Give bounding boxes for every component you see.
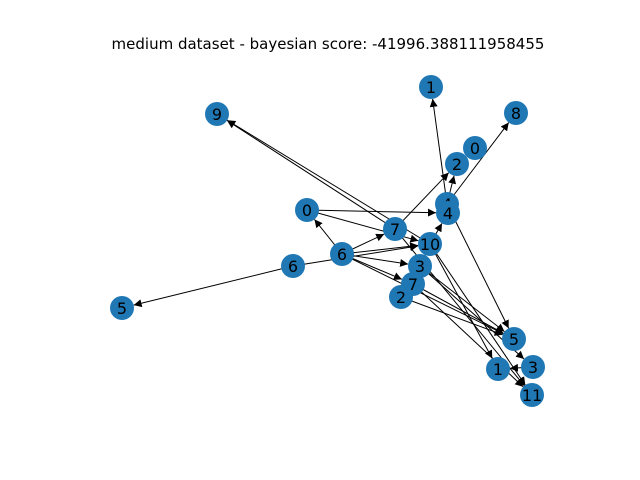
- edge-n7b-n5b: [412, 283, 504, 334]
- node-circle: [504, 101, 528, 125]
- node-n4b: 4: [436, 201, 460, 225]
- node-label: 0: [302, 201, 312, 220]
- node-label: 5: [509, 330, 519, 349]
- node-n10: 10: [418, 232, 442, 256]
- edge-n10-n1b: [429, 243, 493, 359]
- node-label: 6: [337, 245, 347, 264]
- node-circle: [502, 327, 526, 351]
- node-circle: [486, 357, 510, 381]
- edge-n6b-n10: [292, 243, 419, 267]
- node-circle: [408, 254, 432, 278]
- node-label: 11: [522, 386, 542, 405]
- node-n6a: 6: [330, 242, 354, 266]
- node-circle: [281, 254, 305, 278]
- node-label: 1: [493, 360, 503, 379]
- node-circle: [418, 232, 442, 256]
- node-circle: [436, 201, 460, 225]
- node-n1b: 1: [486, 357, 510, 381]
- node-label: 2: [452, 155, 462, 174]
- edge-n7a-n2a: [394, 172, 450, 230]
- node-circle: [445, 152, 469, 176]
- node-n2b: 2: [389, 285, 413, 309]
- node-circle: [389, 285, 413, 309]
- node-label: 10: [420, 235, 440, 254]
- edges-layer: [133, 98, 534, 388]
- node-circle: [110, 296, 134, 320]
- edge-n4a-n5b: [446, 203, 510, 329]
- node-n3a: 3: [408, 254, 432, 278]
- nodes-layer: 1890204471066372553111: [110, 75, 545, 407]
- edge-n4a-n1a: [429, 98, 448, 205]
- edge-n10-n11: [429, 243, 526, 386]
- node-label: 6: [288, 257, 298, 276]
- node-label: 2: [396, 288, 406, 307]
- node-label: 4: [443, 204, 453, 223]
- edge-n6a-n5b: [341, 253, 504, 335]
- node-n1a: 1: [419, 75, 443, 99]
- node-label: 1: [426, 78, 436, 97]
- node-n5a: 5: [110, 296, 134, 320]
- node-label: 8: [511, 104, 521, 123]
- edge-n0b-n4b: [306, 208, 437, 217]
- edge-n4a-n8: [446, 122, 510, 205]
- node-n5b: 5: [502, 327, 526, 351]
- node-n11: 11: [520, 383, 544, 407]
- node-circle: [383, 217, 407, 241]
- node-circle: [521, 355, 545, 379]
- edge-n6a-n10: [341, 242, 419, 255]
- node-circle: [330, 242, 354, 266]
- edge-n6b-n5a: [133, 265, 294, 308]
- node-label: 0: [470, 139, 480, 158]
- node-circle: [520, 383, 544, 407]
- node-label: 7: [390, 220, 400, 239]
- node-label: 7: [408, 275, 418, 294]
- node-n3b: 3: [521, 355, 545, 379]
- node-label: 3: [415, 257, 425, 276]
- node-n9: 9: [205, 102, 229, 126]
- node-label: 5: [117, 299, 127, 318]
- node-n0b: 0: [295, 198, 319, 222]
- node-circle: [419, 75, 443, 99]
- node-n8: 8: [504, 101, 528, 125]
- node-n6b: 6: [281, 254, 305, 278]
- node-label: 3: [528, 358, 538, 377]
- edge-n2b-n5b: [400, 296, 503, 336]
- node-circle: [205, 102, 229, 126]
- edge-n7a-n9: [226, 120, 396, 230]
- node-n7a: 7: [383, 217, 407, 241]
- edge-n3a-n5b: [419, 265, 505, 333]
- chart-title: medium dataset - bayesian score: -41996.…: [112, 35, 545, 53]
- node-n0a: 0: [463, 136, 487, 160]
- node-n2a: 2: [445, 152, 469, 176]
- node-circle: [295, 198, 319, 222]
- node-label: 9: [212, 105, 222, 124]
- node-circle: [463, 136, 487, 160]
